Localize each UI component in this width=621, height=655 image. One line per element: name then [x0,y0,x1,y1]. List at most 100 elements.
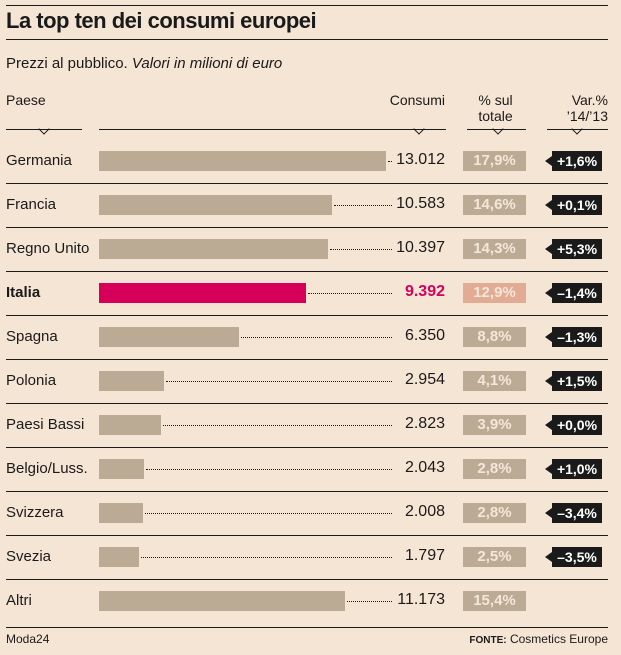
bar [99,195,332,215]
row-divider [6,315,608,316]
share-badge: 4,1% [463,371,526,391]
value-label: 2.954 [404,371,445,388]
row-divider [6,447,608,448]
subtitle-unit: Valori in milioni di euro [131,55,283,72]
value-label: 1.797 [404,547,445,564]
bar [99,591,345,611]
source-label: FONTE: [469,635,507,646]
value-label: 2.043 [404,459,445,476]
leader-dots [163,425,392,426]
bar [99,151,386,171]
change-badge: +1,6% [545,151,602,171]
country-label: Svizzera [6,504,64,521]
leader-dots [388,161,392,162]
country-label: Italia [6,284,41,301]
leader-dots [347,601,392,602]
bar [99,459,144,479]
chart-subtitle: Prezzi al pubblico. Valori in milioni di… [6,55,282,72]
chart-row: Francia 10.583 14,6% +0,1% [0,183,621,227]
leader-dots [241,337,392,338]
chart-row: Regno Unito 10.397 14,3% +5,3% [0,227,621,271]
value-label: 10.583 [396,195,445,212]
share-badge: 14,3% [463,239,526,259]
change-badge: –1,3% [545,327,602,347]
header-country: Paese [6,92,46,108]
chart-row: Italia 9.392 12,9% –1,4% [0,271,621,315]
row-divider [6,535,608,536]
chart-row: Spagna 6.350 8,8% –1,3% [0,315,621,359]
subtitle-main: Prezzi al pubblico. [6,55,128,72]
change-badge: +0,1% [545,195,602,215]
value-label: 10.397 [396,239,445,256]
value-label: 11.173 [397,591,445,608]
change-badge: +1,0% [545,459,602,479]
chart-row: Altri 11.173 15,4% [0,579,621,623]
change-badge: –1,4% [545,283,602,303]
header-change: Var.% ’14/’13 [566,92,608,124]
chart-row: Polonia 2.954 4,1% +1,5% [0,359,621,403]
bar [99,503,143,523]
row-divider [6,491,608,492]
row-divider [6,271,608,272]
header-line [547,129,608,130]
change-badge: +0,0% [545,415,602,435]
chart-row: Germania 13.012 17,9% +1,6% [0,139,621,183]
share-badge: 3,9% [463,415,526,435]
row-divider [6,579,608,580]
row-divider [6,359,608,360]
header-line [467,129,526,130]
row-divider [6,403,608,404]
chart-title: La top ten dei consumi europei [6,8,317,33]
leader-dots [334,205,392,206]
caret-icon [571,123,583,135]
title-rule [6,39,608,40]
leader-dots [308,293,392,294]
share-badge: 2,5% [463,547,526,567]
caret-icon [492,123,504,135]
footer-rule [6,627,608,628]
chart-row: Paesi Bassi 2.823 3,9% +0,0% [0,403,621,447]
country-label: Regno Unito [6,240,90,257]
chart-row: Svizzera 2.008 2,8% –3,4% [0,491,621,535]
country-label: Paesi Bassi [6,416,85,433]
chart-row: Belgio/Luss. 2.043 2,8% +1,0% [0,447,621,491]
top-rule [6,5,608,6]
change-badge: –3,5% [545,547,602,567]
share-badge: 17,9% [463,151,526,171]
share-badge: 2,8% [463,459,526,479]
value-label: 2.823 [404,415,445,432]
leader-dots [166,381,392,382]
share-badge: 15,4% [463,591,526,611]
header-line [6,129,82,130]
caret-icon [413,123,425,135]
header-line [99,129,446,130]
chart-row: Svezia 1.797 2,5% –3,5% [0,535,621,579]
country-label: Belgio/Luss. [6,460,88,477]
bar [99,327,239,347]
country-label: Polonia [6,372,57,389]
bar [99,547,139,567]
value-label: 9.392 [404,283,445,300]
leader-dots [330,249,392,250]
bar [99,415,161,435]
value-label: 2.008 [404,503,445,520]
bar [99,239,328,259]
country-label: Altri [6,592,32,609]
share-badge: 12,9% [463,283,526,303]
change-badge: +1,5% [545,371,602,391]
value-label: 13.012 [396,151,445,168]
row-divider [6,227,608,228]
change-badge: +5,3% [545,239,602,259]
share-badge: 2,8% [463,503,526,523]
row-divider [6,183,608,184]
country-label: Svezia [6,548,52,565]
leader-dots [146,469,392,470]
share-badge: 8,8% [463,327,526,347]
share-badge: 14,6% [463,195,526,215]
country-label: Francia [6,196,57,213]
footer-brand: Moda24 [6,632,50,646]
caret-icon [38,123,50,135]
leader-dots [145,513,392,514]
change-badge: –3,4% [545,503,602,523]
bar [99,283,306,303]
